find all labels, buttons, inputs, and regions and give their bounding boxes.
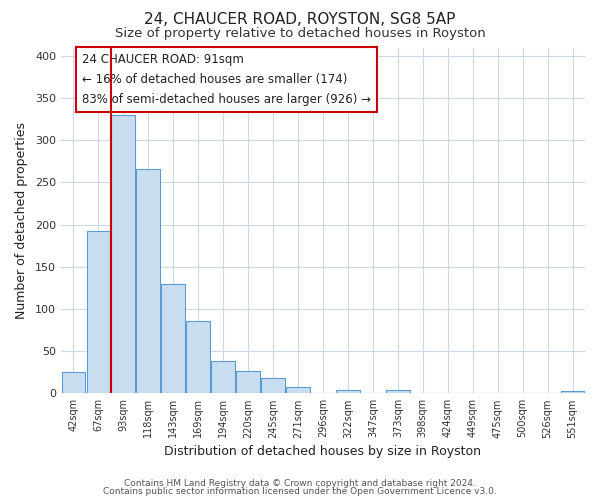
Text: Contains HM Land Registry data © Crown copyright and database right 2024.: Contains HM Land Registry data © Crown c… (124, 478, 476, 488)
Bar (187, 321, 210, 394)
Bar (112, 115, 135, 394)
Bar (286, 386, 310, 394)
X-axis label: Distribution of detached houses by size in Royston: Distribution of detached houses by size … (164, 444, 481, 458)
Bar (136, 169, 160, 394)
Bar (560, 391, 584, 394)
Text: Size of property relative to detached houses in Royston: Size of property relative to detached ho… (115, 28, 485, 40)
Bar (211, 362, 235, 394)
Bar (261, 378, 285, 394)
Bar (336, 390, 360, 394)
Y-axis label: Number of detached properties: Number of detached properties (15, 122, 28, 319)
Bar (62, 372, 85, 394)
Bar (86, 230, 110, 394)
Text: Contains public sector information licensed under the Open Government Licence v3: Contains public sector information licen… (103, 487, 497, 496)
Bar (386, 390, 410, 394)
Bar (161, 284, 185, 394)
Text: 24 CHAUCER ROAD: 91sqm
← 16% of detached houses are smaller (174)
83% of semi-de: 24 CHAUCER ROAD: 91sqm ← 16% of detached… (82, 52, 371, 106)
Bar (236, 372, 260, 394)
Text: 24, CHAUCER ROAD, ROYSTON, SG8 5AP: 24, CHAUCER ROAD, ROYSTON, SG8 5AP (145, 12, 455, 28)
